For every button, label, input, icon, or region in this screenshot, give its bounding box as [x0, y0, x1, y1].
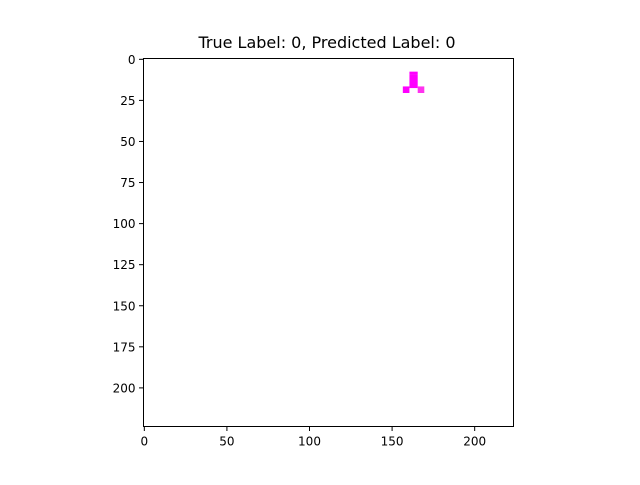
y-tick-label: 200	[113, 381, 136, 395]
y-tick-label: 175	[113, 340, 136, 354]
y-tick-label: 0	[128, 53, 136, 67]
y-axis-ticks: 0 25 50 75 100 125 150 175 200	[113, 53, 144, 395]
chart-title: True Label: 0, Predicted Label: 0	[197, 33, 455, 52]
x-tick-label: 50	[219, 435, 234, 449]
image-pixel-block	[409, 71, 418, 75]
image-pixel-block	[409, 74, 418, 89]
y-tick-label: 125	[113, 258, 136, 272]
y-tick-label: 150	[113, 299, 136, 313]
image-background	[143, 58, 514, 427]
y-tick-label: 75	[120, 176, 135, 190]
y-tick-label: 50	[120, 135, 135, 149]
x-tick-label: 200	[463, 435, 486, 449]
x-tick-label: 150	[381, 435, 404, 449]
y-tick-label: 100	[113, 217, 136, 231]
x-axis-ticks: 0 50 100 150 200	[141, 426, 486, 449]
x-tick-label: 100	[298, 435, 321, 449]
image-pixels	[402, 71, 425, 93]
plot-frame	[143, 58, 514, 427]
image-pixel-block	[402, 86, 410, 93]
image-pixel-block	[417, 86, 425, 93]
x-tick-label: 0	[141, 435, 149, 449]
y-tick-label: 25	[120, 94, 135, 108]
